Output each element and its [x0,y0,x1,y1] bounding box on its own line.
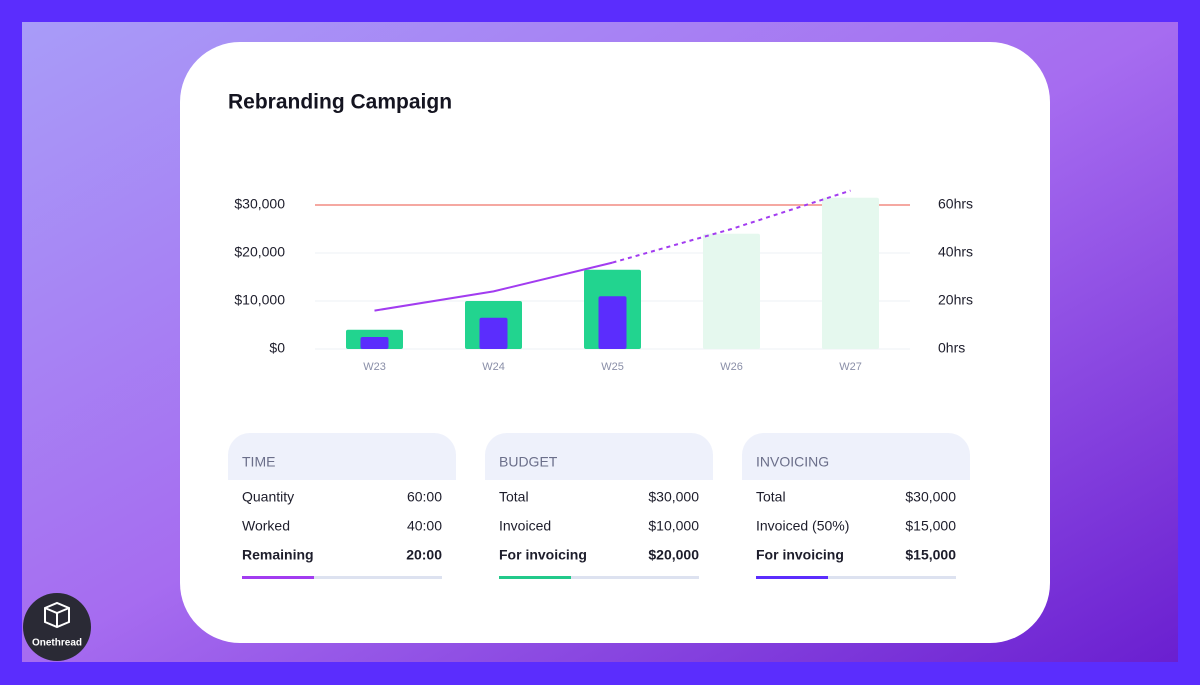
row-value: $15,000 [905,518,956,534]
progress-fill [756,576,828,579]
panel-title: INVOICING [756,454,829,470]
row-label: Invoiced (50%) [756,518,849,534]
y2-tick-label: 60hrs [938,196,973,212]
row-label: Quantity [242,489,294,505]
row-value: $15,000 [905,547,956,563]
row-label: For invoicing [756,547,844,563]
row-label: Remaining [242,547,314,563]
row-label: For invoicing [499,547,587,563]
row-value: 40:00 [407,518,442,534]
panel-header [485,433,713,480]
row-label: Invoiced [499,518,551,534]
row-value: $30,000 [648,489,699,505]
chart-title: Rebranding Campaign [228,91,452,114]
row-value: 20:00 [406,547,442,563]
y2-tick-label: 0hrs [938,340,965,356]
logo-icon [44,601,70,629]
panel-title: BUDGET [499,454,558,470]
row-value: $10,000 [648,518,699,534]
progress-fill [242,576,314,579]
bar [703,233,760,349]
x-tick-label: W26 [720,361,743,373]
y-tick-label: $20,000 [234,244,285,260]
bar [479,317,508,349]
row-value: 60:00 [407,489,442,505]
bar [822,197,879,349]
panel-header [228,433,456,480]
progress-track [499,576,699,579]
panel-title: TIME [242,454,275,470]
x-tick-label: W25 [601,361,624,373]
y2-tick-label: 40hrs [938,244,973,260]
bar [360,337,389,349]
x-tick-label: W23 [363,361,386,373]
progress-fill [499,576,571,579]
x-tick-label: W24 [482,361,505,373]
row-label: Worked [242,518,290,534]
y2-tick-label: 20hrs [938,292,973,308]
y-tick-label: $0 [269,340,285,356]
progress-track [242,576,442,579]
panel-header [742,433,970,480]
progress-track [756,576,956,579]
row-value: $20,000 [648,547,699,563]
hours-line [612,189,851,264]
y-tick-label: $30,000 [234,196,285,212]
x-tick-label: W27 [839,361,862,373]
row-value: $30,000 [905,489,956,505]
row-label: Total [499,489,529,505]
bar [598,296,627,349]
hours-line [374,261,613,312]
logo-text: Onethread [32,638,82,649]
row-label: Total [756,489,786,505]
y-tick-label: $10,000 [234,292,285,308]
